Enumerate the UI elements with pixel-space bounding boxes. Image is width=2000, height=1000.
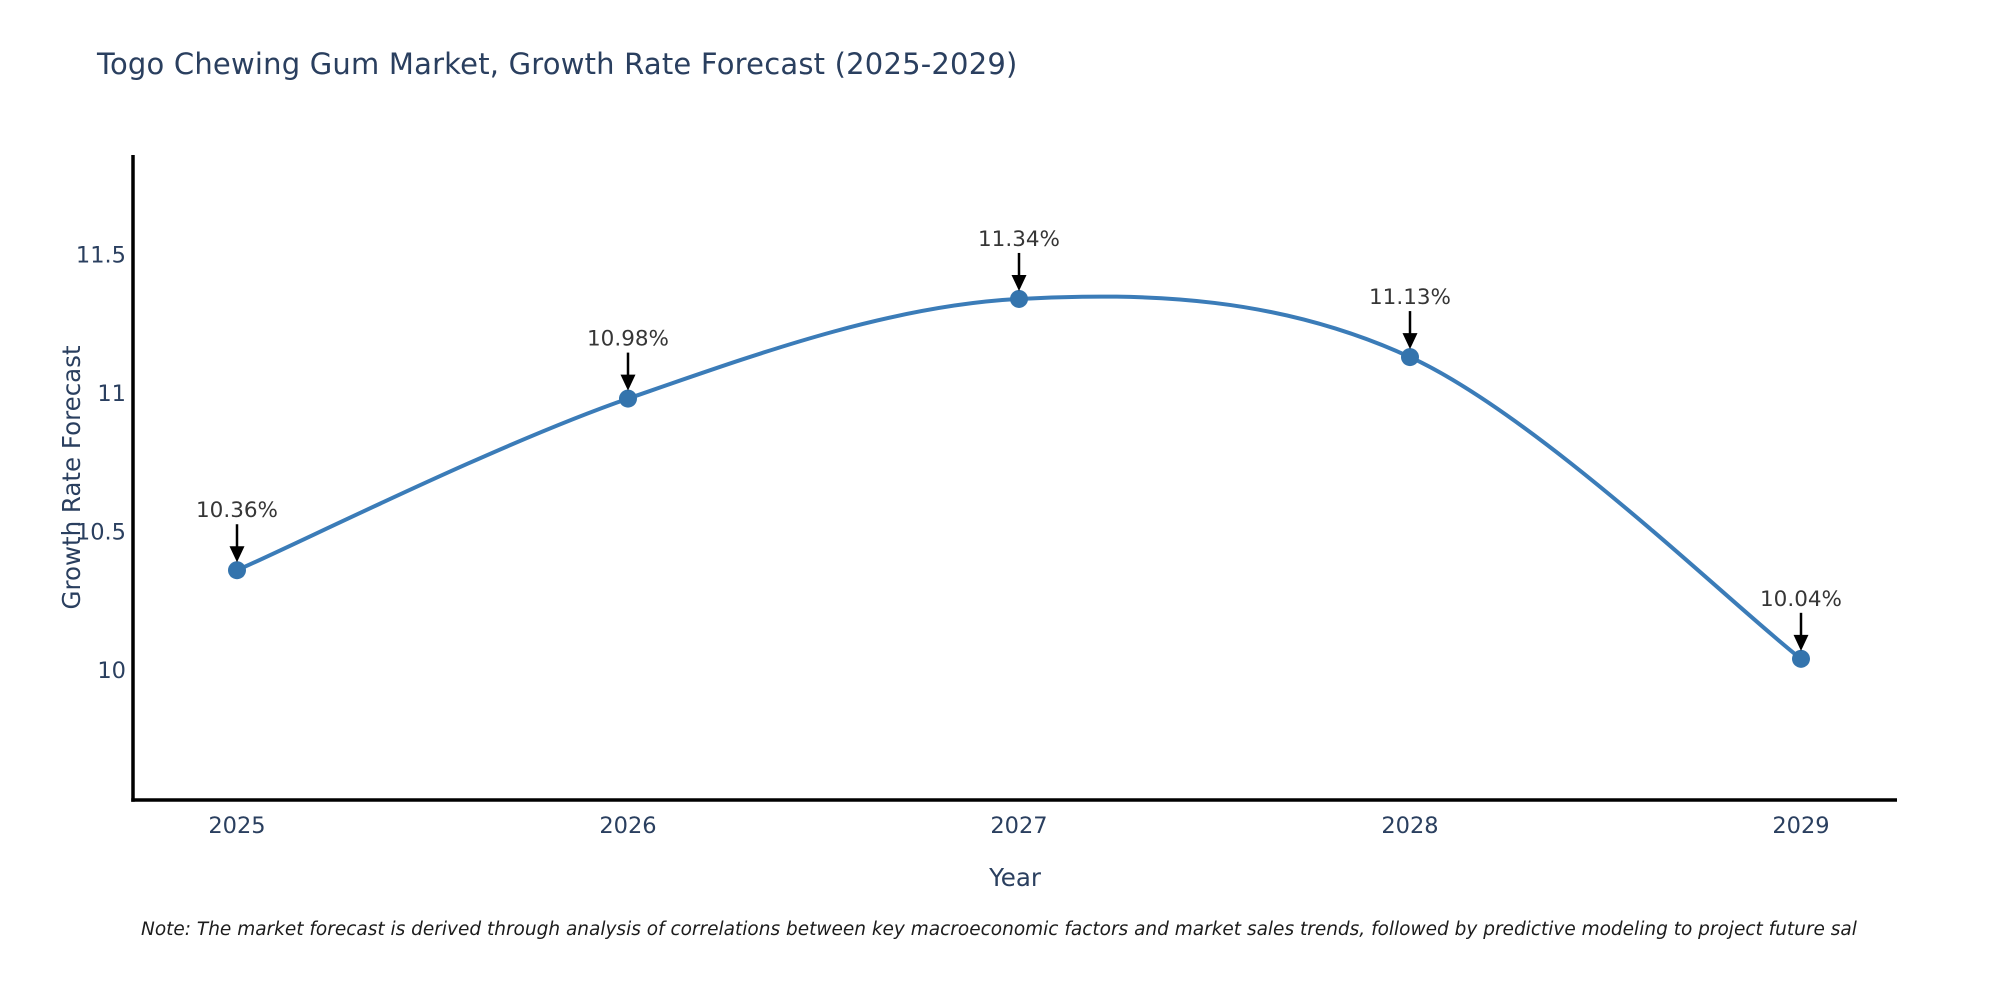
annotation-label: 10.04% [1760,587,1842,612]
annotation-arrowhead [1011,274,1027,291]
annotation-arrowhead [229,546,245,563]
data-point-marker [1010,289,1028,308]
data-point-marker [228,561,246,580]
annotation-label: 11.13% [1369,285,1451,310]
y-tick-label: 10.5 [76,519,126,545]
data-point-marker [1792,649,1810,668]
x-tick-label: 2026 [599,813,656,839]
y-axis-title: Growth Rate Forecast [57,345,86,609]
x-tick-label: 2025 [208,813,265,839]
annotation-arrowhead [1793,634,1809,651]
x-tick-label: 2028 [1381,813,1438,839]
footnote: Note: The market forecast is derived thr… [141,919,1857,940]
data-point-marker [1401,348,1419,367]
y-tick-label: 11 [97,381,126,407]
x-tick-label: 2029 [1772,813,1829,839]
annotation-arrowhead [1402,333,1418,350]
forecast-line [235,294,1803,661]
chart-title: Togo Chewing Gum Market, Growth Rate For… [97,47,1018,81]
annotation-arrowhead [620,374,636,391]
y-tick-label: 11.5 [76,243,126,269]
annotation-label: 10.36% [196,498,278,523]
annotation-label: 10.98% [587,327,669,352]
y-tick-label: 10 [97,658,126,684]
data-point-marker [619,389,637,408]
annotation-label: 11.34% [978,227,1060,252]
x-axis-title: Year [988,863,1042,892]
x-tick-label: 2027 [990,813,1047,839]
